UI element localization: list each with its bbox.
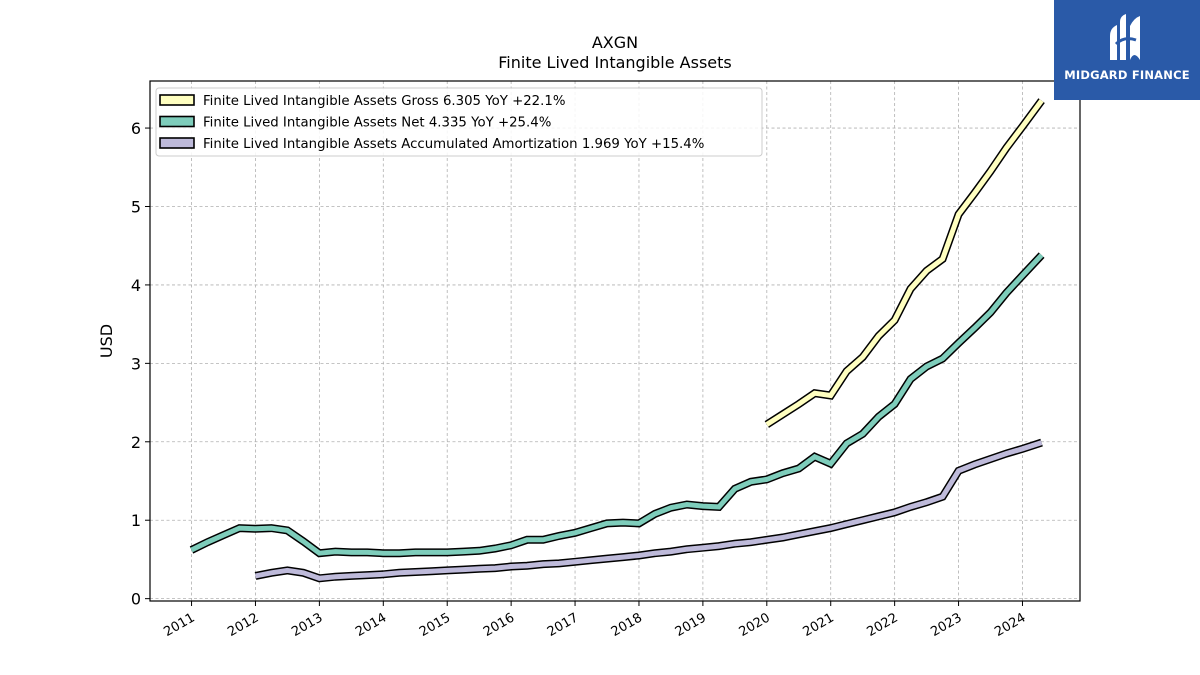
x-tick-label: 2017	[545, 610, 581, 640]
plot-frame	[149, 80, 1081, 602]
legend-swatch	[159, 115, 195, 128]
series-line	[190, 253, 1044, 556]
x-tick-label: 2023	[928, 610, 964, 640]
series-layer	[189, 98, 1045, 583]
y-axis-label: USD	[97, 324, 116, 358]
series-line-outline	[254, 438, 1043, 583]
logo-text: MIDGARD FINANCE	[1064, 68, 1190, 82]
y-axis: 0 1 2 3 4 5 6	[131, 119, 150, 609]
x-tick-label: 2018	[609, 610, 645, 640]
x-tick-label: 2020	[737, 610, 773, 640]
legend-label: Finite Lived Intangible Assets Gross 6.3…	[203, 94, 565, 109]
x-tick-label: 2014	[353, 610, 389, 640]
legend-box	[155, 87, 763, 157]
legend-swatch	[159, 137, 195, 149]
chart-title: AXGN	[592, 33, 638, 52]
y-tick-label: 0	[131, 590, 141, 609]
legend-label: Finite Lived Intangible Assets Accumulat…	[203, 137, 704, 152]
legend-label: Finite Lived Intangible Assets Net 4.335…	[203, 116, 551, 131]
x-axis: 2011 2012 2013 2014 2015 2016 2017 2018 2019 2020…	[161, 601, 1028, 640]
series-line	[765, 99, 1044, 427]
x-tick-label: 2012	[225, 610, 261, 640]
legend-swatch	[159, 94, 195, 106]
logo: MIDGARD FINANCE	[1054, 0, 1200, 100]
logo-mark-icon	[1110, 14, 1140, 60]
x-tick-label: 2016	[481, 610, 517, 640]
x-tick-label: 2015	[417, 610, 453, 640]
chart-subtitle: Finite Lived Intangible Assets	[498, 53, 731, 72]
y-tick-label: 3	[131, 354, 141, 373]
x-tick-label: 2021	[801, 610, 837, 640]
y-tick-label: 5	[131, 197, 141, 216]
legend: Finite Lived Intangible Assets Gross 6.3…	[155, 87, 763, 157]
y-tick-label: 4	[131, 276, 141, 295]
series-line	[255, 440, 1043, 581]
x-tick-label: 2024	[992, 610, 1028, 640]
y-tick-label: 6	[131, 119, 141, 138]
y-tick-label: 2	[131, 433, 141, 452]
x-tick-label: 2022	[864, 610, 900, 640]
x-tick-label: 2011	[161, 610, 197, 640]
series-line-outline	[764, 98, 1045, 428]
y-tick-label: 1	[131, 511, 141, 530]
x-tick-label: 2019	[673, 610, 709, 640]
x-tick-label: 2013	[289, 610, 325, 640]
